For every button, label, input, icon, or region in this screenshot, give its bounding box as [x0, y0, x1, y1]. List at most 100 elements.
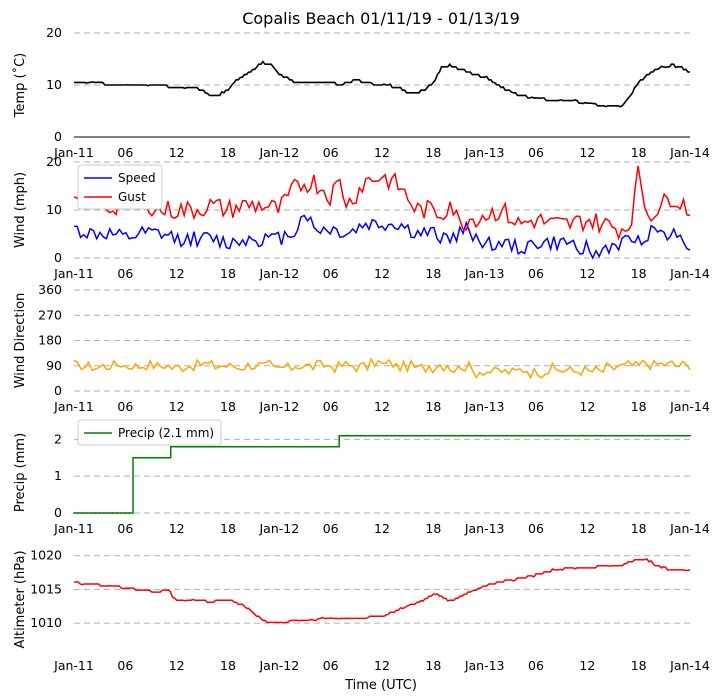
precip-marker [620, 434, 623, 437]
precip-marker [475, 434, 478, 437]
x-tick-label: Jan-13 [464, 521, 505, 536]
precip-marker [586, 434, 589, 437]
precip-marker [624, 434, 627, 437]
x-tick-label: 18 [631, 521, 647, 536]
x-tick-label: 12 [169, 521, 185, 536]
y-tick-label: 20 [46, 25, 62, 40]
x-tick-label: 12 [169, 266, 185, 281]
y-tick-label: 0 [54, 383, 62, 398]
precip-marker [453, 434, 456, 437]
panel-temp: 0 10 20 Jan-11 06 12 18 Jan-12 06 12 18 Jan-13 06 12 1… [12, 25, 710, 160]
y-tick-label: 360 [38, 282, 62, 297]
precip-marker [363, 434, 366, 437]
precip-marker [312, 445, 315, 448]
precip-marker [351, 434, 353, 437]
precip-marker [680, 434, 683, 437]
x-tick-label: 06 [528, 399, 544, 414]
precip-marker [393, 434, 396, 437]
x-tick-label: Jan-13 [464, 399, 505, 414]
y-axis-label: Precip (mm) [13, 433, 28, 512]
x-tick-label: 06 [117, 521, 133, 536]
precip-marker [573, 434, 576, 437]
precip-marker [402, 434, 405, 437]
precip-marker [547, 434, 550, 437]
precip-marker [526, 434, 529, 437]
x-tick-label: 12 [169, 145, 185, 160]
x-tick-label: Jan-14 [669, 145, 710, 160]
y-tick-label: 1 [54, 468, 62, 483]
precip-marker [633, 434, 636, 437]
precip-marker [184, 445, 187, 448]
x-tick-label: Jan-13 [464, 266, 505, 281]
precip-marker [346, 434, 349, 437]
panel-wind: 0 10 20 Jan-11 06 12 18 Jan-12 06 12 18 Jan-13 06 12 1… [13, 154, 710, 281]
precip-marker [304, 445, 306, 448]
precip-marker [145, 456, 148, 459]
precip-marker [411, 434, 413, 437]
precip-marker [295, 445, 298, 448]
y-tick-label: 180 [38, 333, 62, 348]
precip-marker [124, 512, 127, 514]
x-axis-label: Time (UTC) [344, 678, 417, 693]
precip-marker [77, 512, 80, 514]
precip-marker [214, 445, 217, 448]
precip-marker [663, 434, 666, 437]
precip-marker [466, 434, 469, 437]
x-tick-label: Jan-14 [669, 521, 710, 536]
precip-marker [261, 445, 264, 448]
y-tick-label: 10 [46, 202, 62, 217]
precip-marker [419, 434, 422, 437]
precip-marker [282, 445, 285, 448]
x-tick-label: 06 [323, 145, 339, 160]
precip-marker [385, 434, 388, 437]
precip-marker [239, 445, 242, 448]
y-tick-label: 0 [54, 250, 62, 265]
precip-marker [73, 512, 75, 514]
precip-marker [150, 456, 152, 459]
x-tick-label: Jan-13 [464, 145, 505, 160]
precip-marker [560, 434, 563, 437]
chart-title: Copalis Beach 01/11/19 - 01/13/19 [242, 9, 520, 28]
x-tick-label: Jan-14 [669, 658, 710, 673]
precip-marker [517, 434, 520, 437]
x-tick-label: 06 [117, 658, 133, 673]
x-tick-label: 12 [169, 399, 185, 414]
legend-box [77, 164, 163, 210]
x-tick-label: 18 [631, 266, 647, 281]
x-tick-label: 06 [117, 399, 133, 414]
precip-marker [500, 434, 503, 437]
precip-marker [90, 512, 93, 514]
precip-marker [316, 445, 319, 448]
precip-marker [449, 434, 452, 437]
precip-marker [308, 445, 311, 448]
precip-marker [398, 434, 401, 437]
series-line-precip-2-1-mm- [74, 434, 690, 514]
precip-marker [496, 434, 499, 437]
precip-marker [543, 434, 546, 437]
x-tick-label: 12 [579, 145, 595, 160]
x-tick-label: Jan-12 [258, 658, 299, 673]
x-tick-label: 18 [631, 399, 647, 414]
x-tick-label: 06 [528, 145, 544, 160]
x-tick-label: 12 [169, 658, 185, 673]
precip-marker [470, 434, 473, 437]
precip-marker [607, 434, 610, 437]
x-tick-label: 18 [220, 399, 236, 414]
y-tick-label: 270 [38, 307, 62, 322]
precip-marker [539, 434, 542, 437]
panel-altimeter: 1010 1015 1020 Jan-11 06 12 18 Jan-12 06 12 18 Jan-… [13, 548, 710, 673]
x-tick-label: 18 [220, 266, 236, 281]
precip-marker [209, 445, 212, 448]
x-tick-label: 18 [425, 145, 441, 160]
precip-marker [94, 512, 97, 514]
precip-marker [483, 434, 486, 437]
precip-marker [445, 434, 448, 437]
precip-marker [188, 445, 191, 448]
precip-marker [265, 445, 268, 448]
y-axis-label: Wind (mph) [13, 172, 28, 248]
x-tick-label: 12 [374, 266, 390, 281]
x-tick-label: 06 [528, 658, 544, 673]
precip-marker [257, 445, 259, 448]
y-axis-label: Temp (˚C) [12, 53, 28, 119]
